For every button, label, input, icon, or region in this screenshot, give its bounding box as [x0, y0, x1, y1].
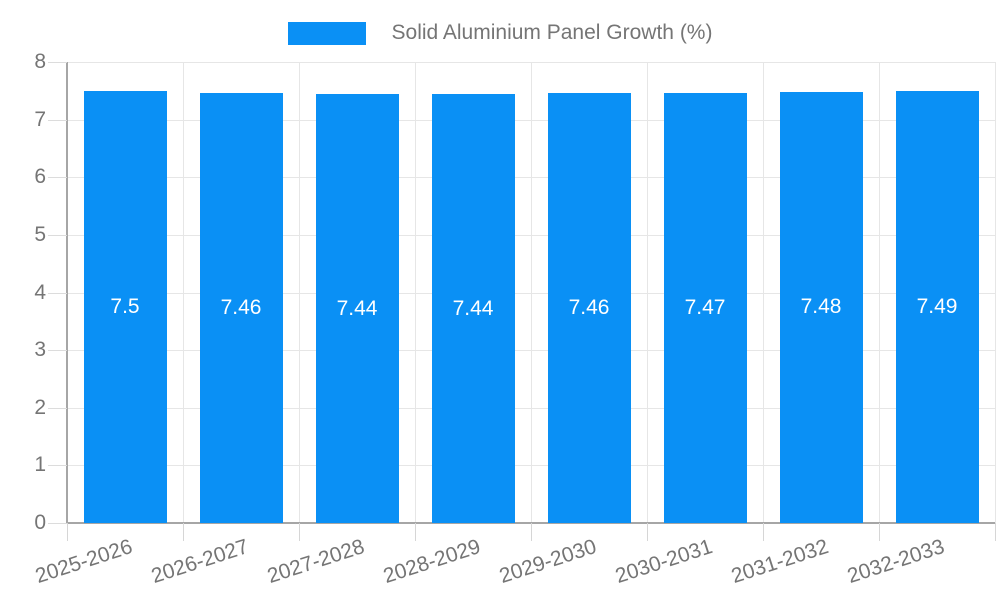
y-tick-mark [48, 234, 67, 236]
x-tick-mark [299, 523, 300, 541]
vertical-gridline [531, 62, 532, 523]
vertical-gridline [183, 62, 184, 523]
y-tick-mark [48, 465, 67, 467]
bar-value-label: 7.44 [452, 296, 494, 320]
bar[interactable]: 7.44 [431, 94, 515, 523]
bar[interactable]: 7.46 [547, 93, 631, 523]
bar-value-label: 7.49 [916, 295, 958, 319]
x-tick-mark [763, 523, 764, 541]
x-tick-mark [531, 523, 532, 541]
y-axis-label: 1 [34, 453, 46, 477]
y-tick-mark [48, 350, 67, 352]
bar[interactable]: 7.48 [779, 91, 863, 523]
y-tick-mark [48, 177, 67, 179]
vertical-gridline [299, 62, 300, 523]
vertical-gridline [995, 62, 996, 523]
x-tick-mark [647, 523, 648, 541]
bar-value-label: 7.5 [110, 294, 140, 318]
y-axis-label: 6 [34, 165, 46, 189]
y-axis-label: 3 [34, 338, 46, 362]
x-axis-label: 2031-2032 [728, 535, 831, 588]
x-axis-label: 2032-2033 [844, 535, 947, 588]
vertical-gridline [763, 62, 764, 523]
y-axis-line [66, 62, 68, 523]
y-axis-label: 4 [34, 280, 46, 304]
plot-area [67, 62, 996, 523]
x-axis-label: 2028-2029 [380, 535, 483, 588]
x-axis-label: 2025-2026 [32, 535, 135, 588]
legend[interactable]: Solid Aluminium Panel Growth (%) [0, 20, 1000, 46]
bar[interactable]: 7.49 [895, 91, 979, 523]
bar-value-label: 7.48 [800, 295, 842, 319]
y-axis-label: 8 [34, 50, 46, 73]
x-axis-label: 2026-2027 [148, 535, 251, 588]
x-axis-label: 2027-2028 [264, 535, 367, 588]
bar[interactable]: 7.46 [199, 93, 283, 523]
y-tick-mark [48, 523, 67, 524]
y-axis-label: 7 [34, 107, 46, 131]
vertical-gridline [879, 62, 880, 523]
y-tick-mark [48, 292, 67, 294]
x-tick-mark [183, 523, 184, 541]
bar[interactable]: 7.5 [83, 90, 167, 523]
x-axis-label: 2029-2030 [496, 535, 599, 588]
legend-label: Solid Aluminium Panel Growth (%) [391, 21, 713, 44]
bar-value-label: 7.44 [336, 296, 378, 320]
x-tick-mark [415, 523, 416, 541]
x-axis-line [66, 522, 995, 524]
bar[interactable]: 7.47 [663, 92, 747, 523]
legend-swatch [287, 21, 366, 45]
vertical-gridline [415, 62, 416, 523]
x-tick-mark [67, 523, 68, 541]
x-axis-label: 2030-2031 [612, 535, 715, 588]
y-axis-label: 5 [34, 222, 46, 246]
x-tick-mark [995, 523, 996, 541]
y-axis-label: 2 [34, 395, 46, 419]
bar-value-label: 7.47 [684, 295, 726, 319]
vertical-gridline [647, 62, 648, 523]
bar-value-label: 7.46 [220, 296, 262, 320]
y-tick-mark [48, 407, 67, 409]
bar-value-label: 7.46 [568, 296, 610, 320]
y-tick-mark [48, 119, 67, 121]
x-tick-mark [879, 523, 880, 541]
y-axis-label: 0 [34, 511, 46, 534]
y-tick-mark [48, 62, 67, 63]
bar[interactable]: 7.44 [315, 94, 399, 523]
